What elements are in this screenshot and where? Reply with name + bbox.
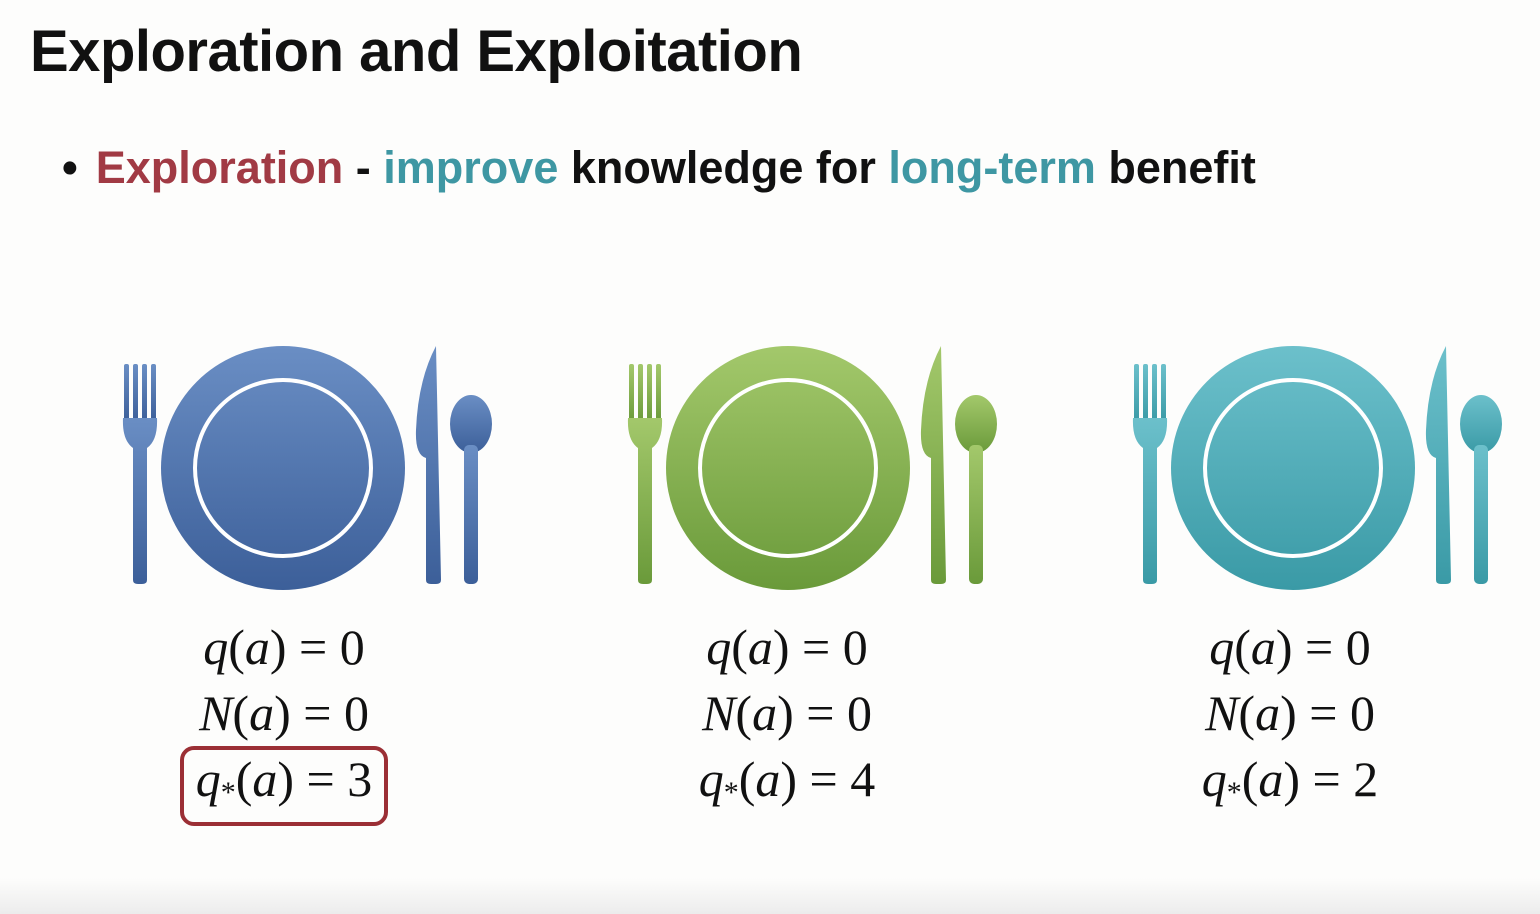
q-star-true-value: q*(a) = 3 <box>94 746 474 826</box>
q-estimate: q(a) = 0 <box>706 619 868 675</box>
highlight-box: q*(a) = 3 <box>179 746 389 826</box>
bullet-term-exploration: Exploration <box>95 142 344 193</box>
place-setting-3 <box>1130 340 1510 595</box>
n-count: N(a) = 0 <box>1205 685 1375 741</box>
action-values-1: q(a) = 0 N(a) = 0 q*(a) = 3 <box>94 614 474 826</box>
place-setting-2 <box>625 340 1005 595</box>
place-setting-icon <box>1132 346 1502 590</box>
n-value: 0 <box>1349 685 1375 741</box>
q-value: 0 <box>1345 619 1371 675</box>
q-value: 0 <box>842 619 868 675</box>
q-estimate: q(a) = 0 <box>203 619 365 675</box>
bullet-exploration: • Exploration - improve knowledge for lon… <box>62 142 1256 194</box>
q-star-value: 4 <box>850 751 876 807</box>
q-estimate: q(a) = 0 <box>1209 619 1371 675</box>
q-star-true-value: q*(a) = 4 <box>698 751 876 809</box>
place-setting-icon <box>122 346 492 590</box>
action-values-2: q(a) = 0 N(a) = 0 q*(a) = 4 <box>597 614 977 812</box>
q-star-value: 3 <box>347 751 373 807</box>
bullet-text-knowledge: knowledge for <box>558 142 889 193</box>
q-value: 0 <box>339 619 365 675</box>
q-star-true-value: q*(a) = 2 <box>1201 751 1379 809</box>
bullet-text-benefit: benefit <box>1095 142 1256 193</box>
n-value: 0 <box>343 685 369 741</box>
n-value: 0 <box>846 685 872 741</box>
q-star-value: 2 <box>1353 751 1379 807</box>
bullet-word-improve: improve <box>383 142 559 193</box>
place-setting-1 <box>120 340 500 595</box>
action-values-3: q(a) = 0 N(a) = 0 q*(a) = 2 <box>1100 614 1480 812</box>
bullet-marker: • <box>62 142 78 193</box>
bottom-fade <box>0 878 1540 914</box>
n-count: N(a) = 0 <box>199 685 369 741</box>
place-setting-icon <box>627 346 997 590</box>
bullet-dash: - <box>343 142 384 193</box>
slide-title: Exploration and Exploitation <box>30 19 803 84</box>
n-count: N(a) = 0 <box>702 685 872 741</box>
bullet-word-long-term: long-term <box>888 142 1096 193</box>
